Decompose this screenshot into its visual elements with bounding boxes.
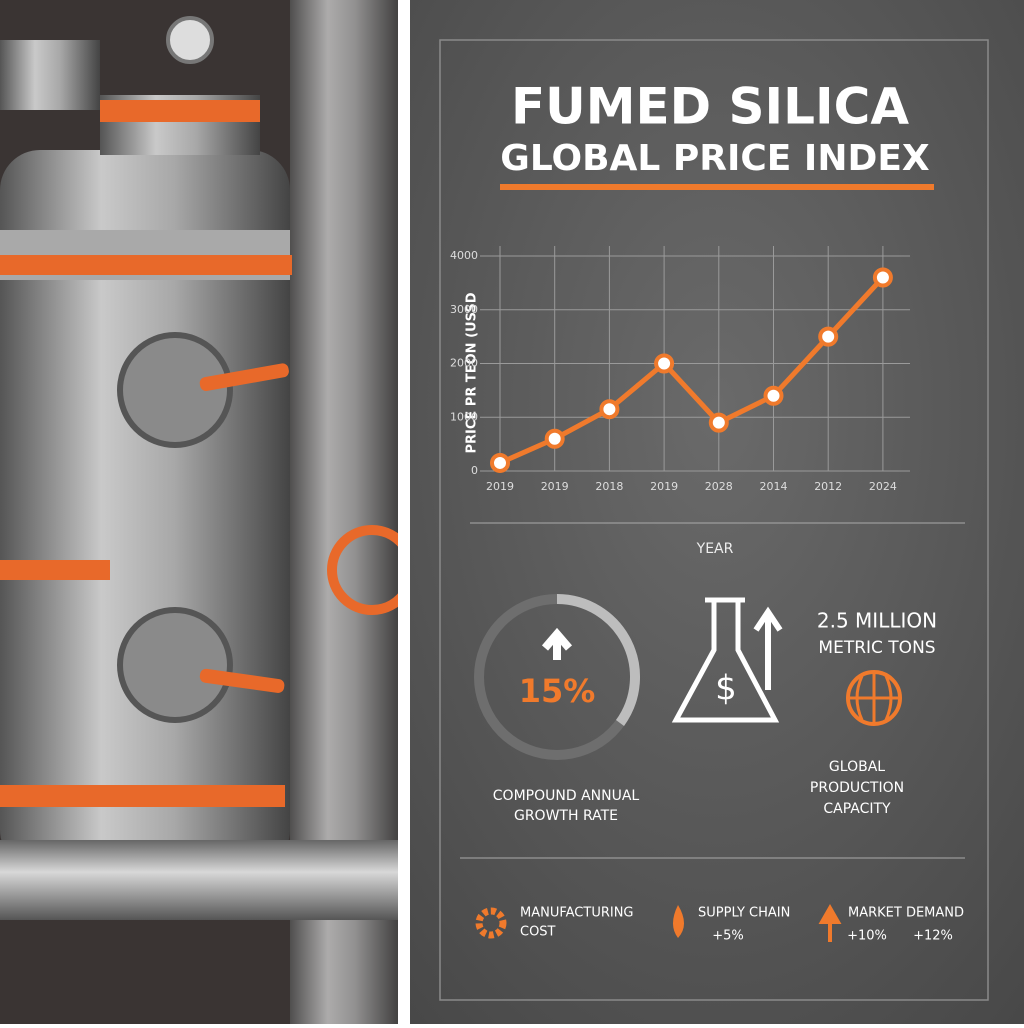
stat-text: COMPOUND ANNUAL xyxy=(493,788,640,804)
stat-text: 15% xyxy=(519,672,596,710)
x-tick-label: 2024 xyxy=(869,480,897,493)
point xyxy=(708,412,729,433)
subtitle: GLOBAL PRICE INDEX xyxy=(500,138,930,179)
svg-text:$: $ xyxy=(715,669,737,709)
point xyxy=(763,385,784,406)
point xyxy=(872,267,893,288)
x-axis-title: YEAR xyxy=(696,541,734,557)
x-tick-label: 2018 xyxy=(595,480,623,493)
line xyxy=(498,275,885,466)
x-tick-label: 2019 xyxy=(650,480,678,493)
stat-text: +10% xyxy=(847,929,887,944)
x-tick-label: 2014 xyxy=(760,480,788,493)
point xyxy=(490,452,510,473)
stat-text: SUPPLY CHAIN xyxy=(698,906,790,921)
y-tick-label: 4000 xyxy=(450,249,478,262)
title: FUMED SILICA xyxy=(511,78,909,136)
stat-text: MARKET DEMAND xyxy=(848,906,964,921)
y-axis-title: PRICE PR TEON (USSD xyxy=(465,292,480,453)
stat-text: COST xyxy=(520,925,556,940)
y-tick-label: 0 xyxy=(471,464,478,477)
stat-text: GROWTH RATE xyxy=(514,808,618,824)
icons: $ xyxy=(474,594,902,942)
title-rule xyxy=(500,184,934,190)
stat-text: +5% xyxy=(712,929,744,944)
point xyxy=(654,353,675,374)
stat-text: GLOBAL xyxy=(829,759,885,775)
photo xyxy=(0,0,417,1024)
point xyxy=(599,399,620,420)
stat-text: 2.5 MILLION xyxy=(817,609,937,633)
stat-text: METRIC TONS xyxy=(818,638,935,658)
y-tick-label: 3000 xyxy=(450,303,478,316)
stat-text: MANUFACTURING xyxy=(520,906,634,921)
y-tick-label: 2000 xyxy=(450,357,478,370)
stat-text: +12% xyxy=(913,929,953,944)
x-tick-label: 2019 xyxy=(541,480,569,493)
panel xyxy=(410,0,1024,1024)
x-tick-label: 2028 xyxy=(705,480,733,493)
y-tick-label: 1000 xyxy=(450,410,478,423)
stat-text: PRODUCTION xyxy=(810,780,904,796)
x-tick-label: 2019 xyxy=(486,480,514,493)
frame xyxy=(439,39,989,1001)
point xyxy=(544,428,565,449)
point xyxy=(818,326,839,347)
stat-text: CAPACITY xyxy=(823,801,891,817)
x-tick-label: 2012 xyxy=(814,480,842,493)
